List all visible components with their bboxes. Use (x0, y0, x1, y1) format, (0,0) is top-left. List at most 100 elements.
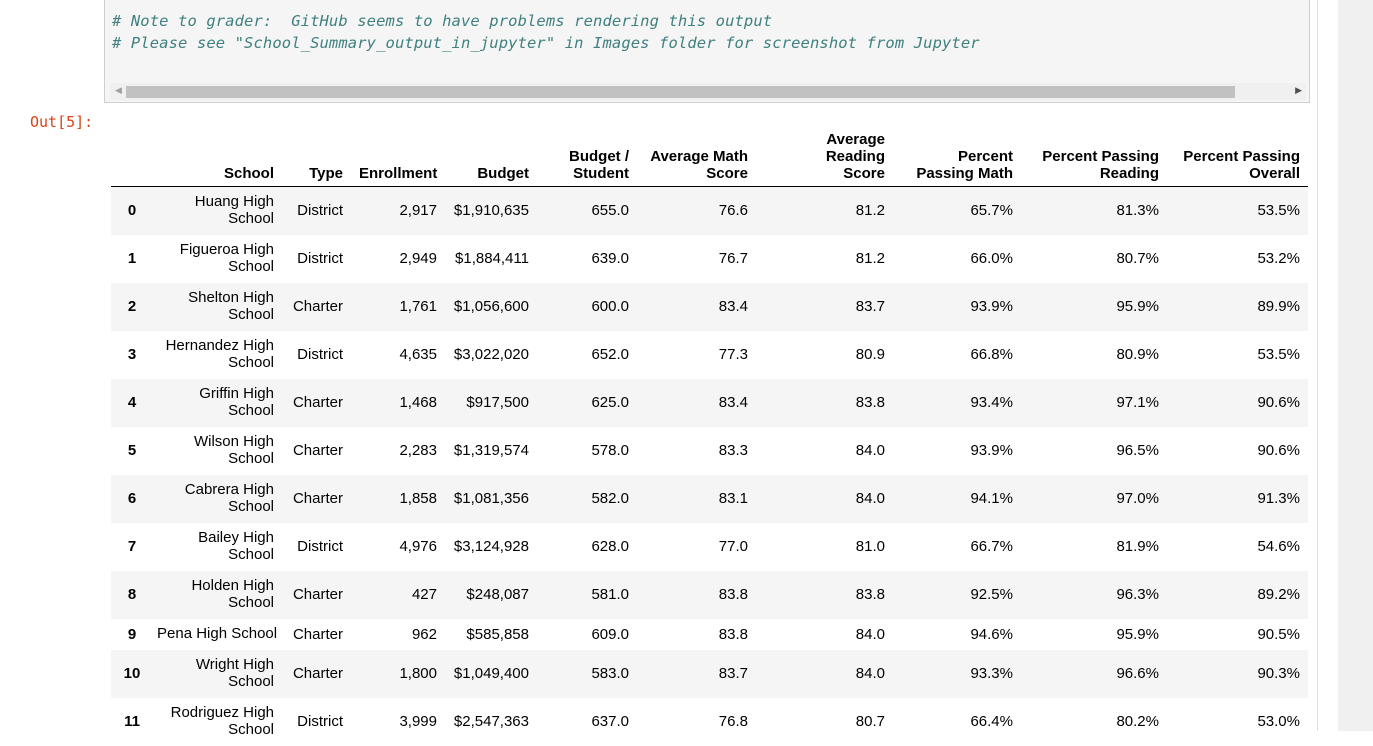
cell-pct-overall: 89.2% (1257, 586, 1300, 603)
code-comment-line-2: # Please see "School_Summary_output_in_j… (112, 34, 980, 52)
cell-school: Holden High School (191, 577, 274, 611)
table-row: 4 Griffin High School Charter 1,468 $917,500 6… (111, 378, 1308, 427)
table-row: 11 Rodriguez High School District 3,999 $2,54… (111, 698, 1308, 746)
cell-pct-math: 66.7% (970, 538, 1013, 555)
cell-enrollment: 3,999 (399, 713, 437, 730)
cell-pct-reading: 80.7% (1116, 250, 1159, 267)
cell-per-student: 581.0 (591, 586, 629, 603)
cell-enrollment: 1,468 (399, 394, 437, 411)
code-cell[interactable]: # Note to grader: GitHub seems to have p… (104, 0, 1310, 103)
cell-type: Charter (292, 298, 343, 315)
table-body: 0 Huang High School District 2,917 $1,910,635… (111, 186, 1308, 746)
cell-pct-math: 94.1% (970, 490, 1013, 507)
cell-reading: 81.0 (855, 538, 885, 555)
cell-pct-reading: 80.2% (1116, 713, 1159, 730)
cell-per-student: 652.0 (591, 346, 629, 363)
cell-type: Charter (292, 665, 343, 682)
cell-pct-overall: 53.5% (1257, 346, 1300, 363)
cell-budget: $585,858 (466, 625, 529, 643)
cell-pct-reading: 81.3% (1116, 202, 1159, 220)
cell-school: Shelton High School (188, 289, 274, 323)
cell-per-student: 628.0 (591, 538, 629, 555)
cell-school: Wilson High School (193, 433, 274, 467)
cell-pct-reading: 97.1% (1116, 394, 1159, 411)
column-header: Percent Passing Math (893, 131, 1021, 187)
cell-pct-overall: 53.2% (1257, 250, 1300, 267)
scrollbar-thumb[interactable] (126, 86, 1235, 98)
cell-per-student: 583.0 (591, 665, 629, 682)
horizontal-scrollbar[interactable]: ◀ ▶ (110, 83, 1306, 100)
row-index: 4 (127, 394, 137, 411)
cell-type: District (297, 250, 343, 267)
table-row: 9 Pena High School Charter 962 $585,858 609.0… (111, 619, 1308, 650)
cell-type: District (297, 713, 343, 730)
cell-per-student: 582.0 (591, 490, 629, 507)
cell-school: Griffin High School (199, 385, 274, 419)
cell-budget: $1,910,635 (453, 202, 529, 220)
scroll-right-icon[interactable]: ▶ (1295, 85, 1302, 95)
cell-school: Wright High School (195, 656, 274, 690)
column-header: Average Reading Score (756, 131, 893, 187)
cell-budget: $1,081,356 (453, 490, 529, 507)
table-row: 5 Wilson High School Charter 2,283 $1,319,574… (111, 427, 1308, 475)
cell-enrollment: 1,761 (399, 298, 437, 315)
cell-math: 83.4 (718, 394, 748, 411)
cell-pct-overall: 90.6% (1257, 442, 1300, 459)
column-header: Type (282, 131, 351, 187)
row-index: 9 (127, 625, 137, 643)
cell-enrollment: 1,800 (399, 665, 437, 682)
column-header: School (149, 131, 282, 187)
school-summary-table: School Type Enrollment Budget Budget / Studen… (111, 131, 1308, 746)
scroll-left-icon[interactable]: ◀ (115, 85, 122, 95)
cell-school: Huang High School (194, 193, 274, 227)
cell-pct-math: 66.0% (970, 250, 1013, 267)
row-index: 1 (127, 250, 137, 267)
cell-budget: $1,049,400 (453, 665, 529, 682)
cell-math: 83.8 (718, 625, 748, 643)
cell-school: Cabrera High School (184, 481, 274, 515)
code-comment-line-1: # Note to grader: GitHub seems to have p… (112, 12, 773, 30)
row-index: 0 (127, 202, 137, 220)
cell-enrollment: 2,949 (399, 250, 437, 267)
column-header: Budget (445, 131, 537, 187)
cell-pct-overall: 89.9% (1257, 298, 1300, 315)
cell-per-student: 600.0 (591, 298, 629, 315)
vertical-scrollbar[interactable] (1338, 0, 1373, 731)
cell-enrollment: 4,976 (399, 538, 437, 555)
cell-budget: $3,022,020 (453, 346, 529, 363)
cell-per-student: 655.0 (591, 202, 629, 220)
cell-pct-overall: 53.5% (1257, 202, 1300, 220)
table-row: 10 Wright High School Charter 1,800 $1,049,40… (111, 649, 1308, 698)
cell-school: Bailey High School (198, 529, 274, 563)
cell-reading: 83.7 (855, 298, 885, 315)
row-index: 5 (127, 442, 137, 459)
row-index: 11 (124, 713, 140, 730)
column-header: Percent Passing Overall (1167, 131, 1308, 187)
cell-school: Figueroa High School (179, 241, 274, 275)
panel-separator (1317, 0, 1318, 731)
cell-reading: 84.0 (855, 625, 885, 643)
cell-math: 83.7 (718, 665, 748, 682)
cell-pct-reading: 97.0% (1116, 490, 1159, 507)
column-header: Average Math Score (637, 131, 756, 187)
cell-pct-math: 94.6% (970, 625, 1013, 643)
cell-budget: $1,319,574 (453, 442, 529, 459)
index-header (111, 131, 149, 187)
row-index: 3 (127, 346, 137, 363)
cell-pct-reading: 81.9% (1116, 538, 1159, 555)
cell-pct-overall: 90.3% (1257, 665, 1300, 682)
cell-pct-math: 66.8% (970, 346, 1013, 363)
cell-math: 83.1 (718, 490, 748, 507)
cell-school: Rodriguez High School (170, 704, 274, 738)
cell-budget: $917,500 (466, 394, 529, 411)
cell-enrollment: 1,858 (399, 490, 437, 507)
cell-reading: 83.8 (855, 586, 885, 603)
output-prompt: Out[5]: (30, 113, 94, 131)
cell-school: Pena High School (157, 624, 278, 642)
cell-type: Charter (292, 442, 343, 459)
cell-pct-overall: 54.6% (1257, 538, 1300, 555)
cell-per-student: 637.0 (591, 713, 629, 730)
cell-per-student: 609.0 (591, 625, 629, 643)
row-index: 2 (127, 298, 137, 315)
cell-math: 77.0 (718, 538, 748, 555)
